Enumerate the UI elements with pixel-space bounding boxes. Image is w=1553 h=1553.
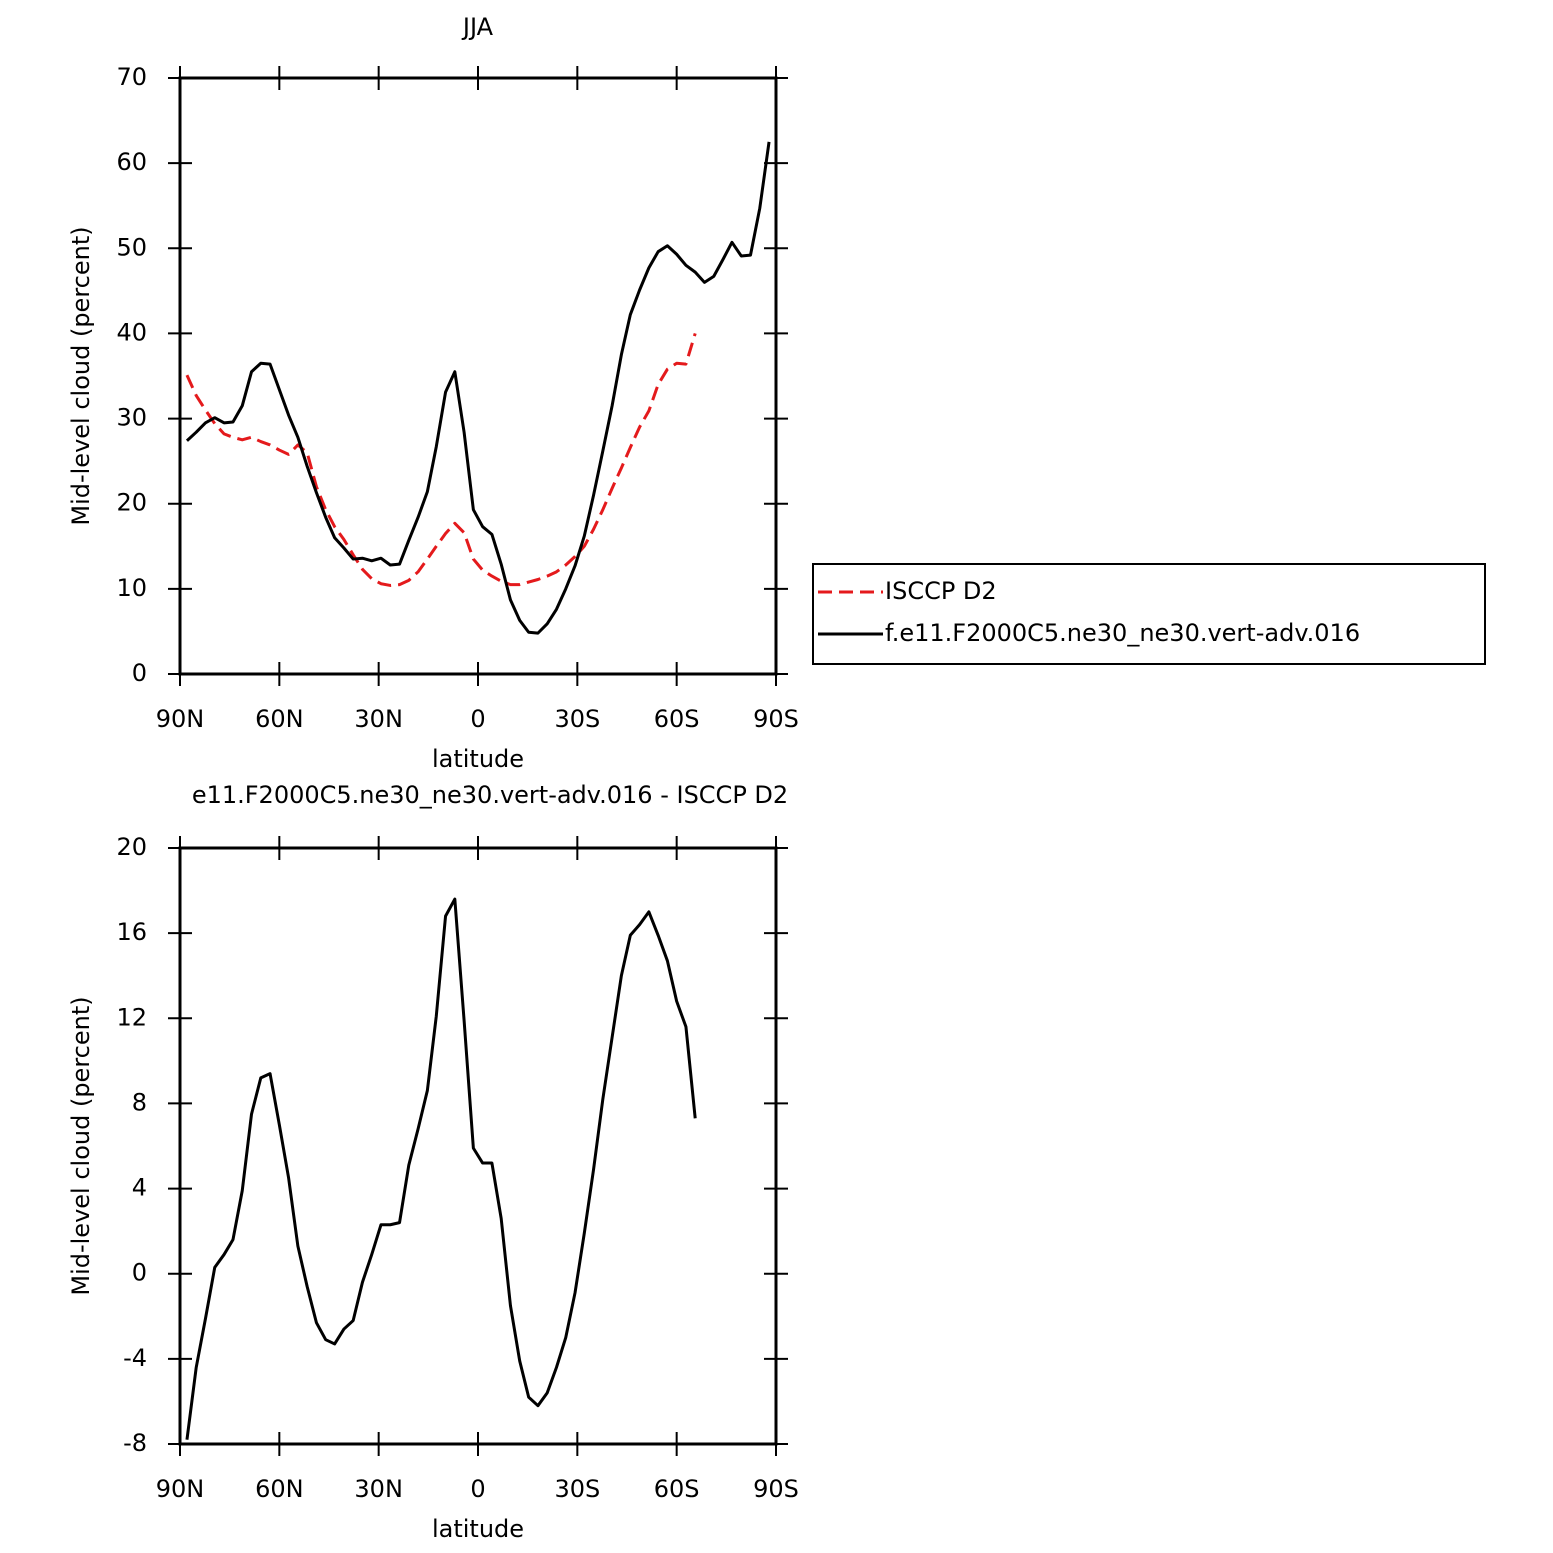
legend-label: ISCCP D2 — [885, 577, 997, 605]
x-tick-label: 60N — [255, 705, 304, 733]
y-tick-label: 70 — [116, 63, 147, 91]
y-tick-label: 4 — [132, 1174, 147, 1202]
y-tick-label: -4 — [123, 1344, 147, 1372]
x-tick-label: 30N — [354, 705, 403, 733]
x-tick-label: 60N — [255, 1475, 304, 1503]
x-tick-label: 90N — [156, 705, 205, 733]
data-line — [185, 141, 771, 635]
y-tick-label: 40 — [116, 318, 147, 346]
chart-title: e11.F2000C5.ne30_ne30.vert-adv.016 - ISC… — [192, 781, 788, 809]
x-axis-label: latitude — [432, 745, 524, 773]
plot-frame — [178, 846, 778, 1446]
y-tick-label: 10 — [116, 574, 147, 602]
x-tick-label: 30N — [354, 1475, 403, 1503]
y-tick-label: 20 — [116, 489, 147, 517]
y-tick-label: 16 — [116, 918, 147, 946]
x-tick-label: 0 — [470, 705, 485, 733]
y-tick-label: 60 — [116, 148, 147, 176]
x-tick-label: 90S — [753, 1475, 799, 1503]
y-tick-label: 30 — [116, 404, 147, 432]
x-axis-label: latitude — [432, 1515, 524, 1543]
chart-title: JJA — [461, 13, 494, 41]
y-tick-label: -8 — [123, 1429, 147, 1457]
data-line — [185, 897, 697, 1440]
legend-label: f.e11.F2000C5.ne30_ne30.vert-adv.016 — [885, 619, 1360, 647]
plot-frame — [178, 76, 778, 676]
x-tick-label: 0 — [470, 1475, 485, 1503]
y-tick-label: 12 — [116, 1003, 147, 1031]
x-tick-label: 90S — [753, 705, 799, 733]
x-tick-label: 30S — [554, 705, 600, 733]
y-tick-label: 8 — [132, 1088, 147, 1116]
data-line — [185, 332, 697, 587]
x-tick-label: 60S — [654, 1475, 700, 1503]
y-tick-label: 50 — [116, 233, 147, 261]
x-tick-label: 30S — [554, 1475, 600, 1503]
y-tick-label: 0 — [132, 1259, 147, 1287]
x-tick-label: 90N — [156, 1475, 205, 1503]
y-tick-label: 20 — [116, 833, 147, 861]
y-axis-label: Mid-level cloud (percent) — [67, 226, 95, 525]
x-tick-label: 60S — [654, 705, 700, 733]
legend-box — [812, 563, 1486, 665]
y-tick-label: 0 — [132, 659, 147, 687]
y-axis-label: Mid-level cloud (percent) — [67, 996, 95, 1295]
